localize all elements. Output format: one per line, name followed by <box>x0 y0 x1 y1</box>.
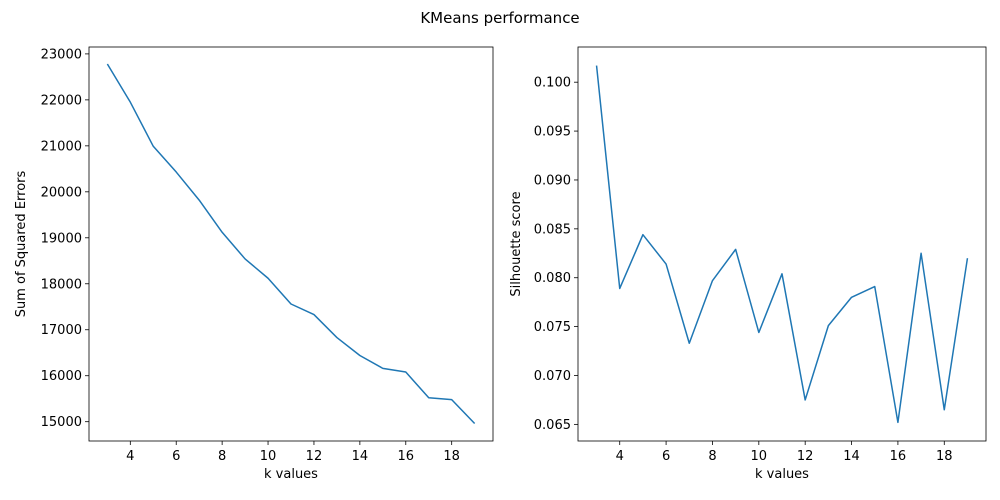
x-tick-label: 6 <box>662 449 670 464</box>
y-axis-label: Silhouette score <box>509 191 524 296</box>
y-tick-label: 0.090 <box>534 173 571 188</box>
y-tick-label: 21000 <box>41 139 82 154</box>
x-tick-label: 8 <box>708 449 716 464</box>
y-tick-label: 0.085 <box>534 222 571 237</box>
y-tick-label: 15000 <box>41 415 82 430</box>
x-tick-label: 18 <box>936 449 953 464</box>
figure-suptitle: KMeans performance <box>420 9 579 27</box>
x-tick-label: 12 <box>797 449 814 464</box>
x-tick-label: 12 <box>306 449 323 464</box>
y-tick-label: 19000 <box>41 231 82 246</box>
x-tick-label: 14 <box>843 449 860 464</box>
y-tick-label: 0.080 <box>534 271 571 286</box>
sse-chart: 4 6 8 10 12 14 16 18 15000 16000 17000 18000 19000 20… <box>14 46 494 482</box>
y-axis-label: Sum of Squared Errors <box>14 170 29 317</box>
x-tick-label: 18 <box>443 449 460 464</box>
y-tick-label: 0.065 <box>534 418 571 433</box>
x-tick-label: 10 <box>260 449 277 464</box>
x-tick-label: 4 <box>616 449 624 464</box>
x-tick-label: 4 <box>126 449 134 464</box>
x-axis-label: k values <box>264 467 318 482</box>
x-axis-label: k values <box>755 467 809 482</box>
series-line <box>595 65 969 424</box>
axes-frame <box>577 46 987 442</box>
x-tick-label: 16 <box>890 449 907 464</box>
x-tick-label: 6 <box>172 449 180 464</box>
y-tick-label: 0.100 <box>534 76 571 91</box>
y-tick-label: 17000 <box>41 323 82 338</box>
x-tick-label: 14 <box>352 449 369 464</box>
y-tick-label: 0.075 <box>534 320 571 335</box>
x-tick-label: 8 <box>218 449 226 464</box>
y-tick-label: 23000 <box>41 47 82 62</box>
y-tick-label: 20000 <box>41 185 82 200</box>
x-tick-label: 10 <box>751 449 768 464</box>
silhouette-chart: 4 6 8 10 12 14 16 18 0.065 0.070 0.075 0.080 0.085 0.… <box>509 46 987 482</box>
y-tick-label: 0.095 <box>534 125 571 140</box>
y-tick-label: 0.070 <box>534 369 571 384</box>
y-tick-label: 18000 <box>41 277 82 292</box>
series-line <box>106 63 476 425</box>
y-tick-label: 16000 <box>41 369 82 384</box>
axes-frame <box>88 46 494 442</box>
y-tick-label: 22000 <box>41 93 82 108</box>
x-tick-label: 16 <box>397 449 414 464</box>
